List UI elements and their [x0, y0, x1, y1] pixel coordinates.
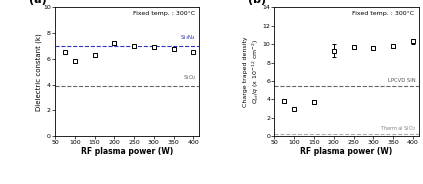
Text: Thermal SiO$_2$: Thermal SiO$_2$ — [379, 124, 416, 133]
Text: Fixed temp. : 300°C: Fixed temp. : 300°C — [133, 11, 195, 16]
Text: Fixed temp. : 300°C: Fixed temp. : 300°C — [352, 11, 415, 16]
Text: Si$_3$N$_4$: Si$_3$N$_4$ — [180, 33, 196, 42]
Y-axis label: Dielectric constant (k): Dielectric constant (k) — [35, 33, 42, 111]
Text: LPCVD SiN: LPCVD SiN — [388, 78, 416, 83]
Y-axis label: Charge traped density
$Q_{ot}/q$ (x 10$^{-12}$ cm$^{-2}$): Charge traped density $Q_{ot}/q$ (x 10$^… — [243, 36, 261, 107]
Text: SiO$_2$: SiO$_2$ — [183, 73, 196, 82]
Text: (a): (a) — [29, 0, 47, 5]
X-axis label: RF plasma power (W): RF plasma power (W) — [81, 147, 173, 156]
X-axis label: RF plasma power (W): RF plasma power (W) — [300, 147, 393, 156]
Text: (b): (b) — [248, 0, 266, 5]
